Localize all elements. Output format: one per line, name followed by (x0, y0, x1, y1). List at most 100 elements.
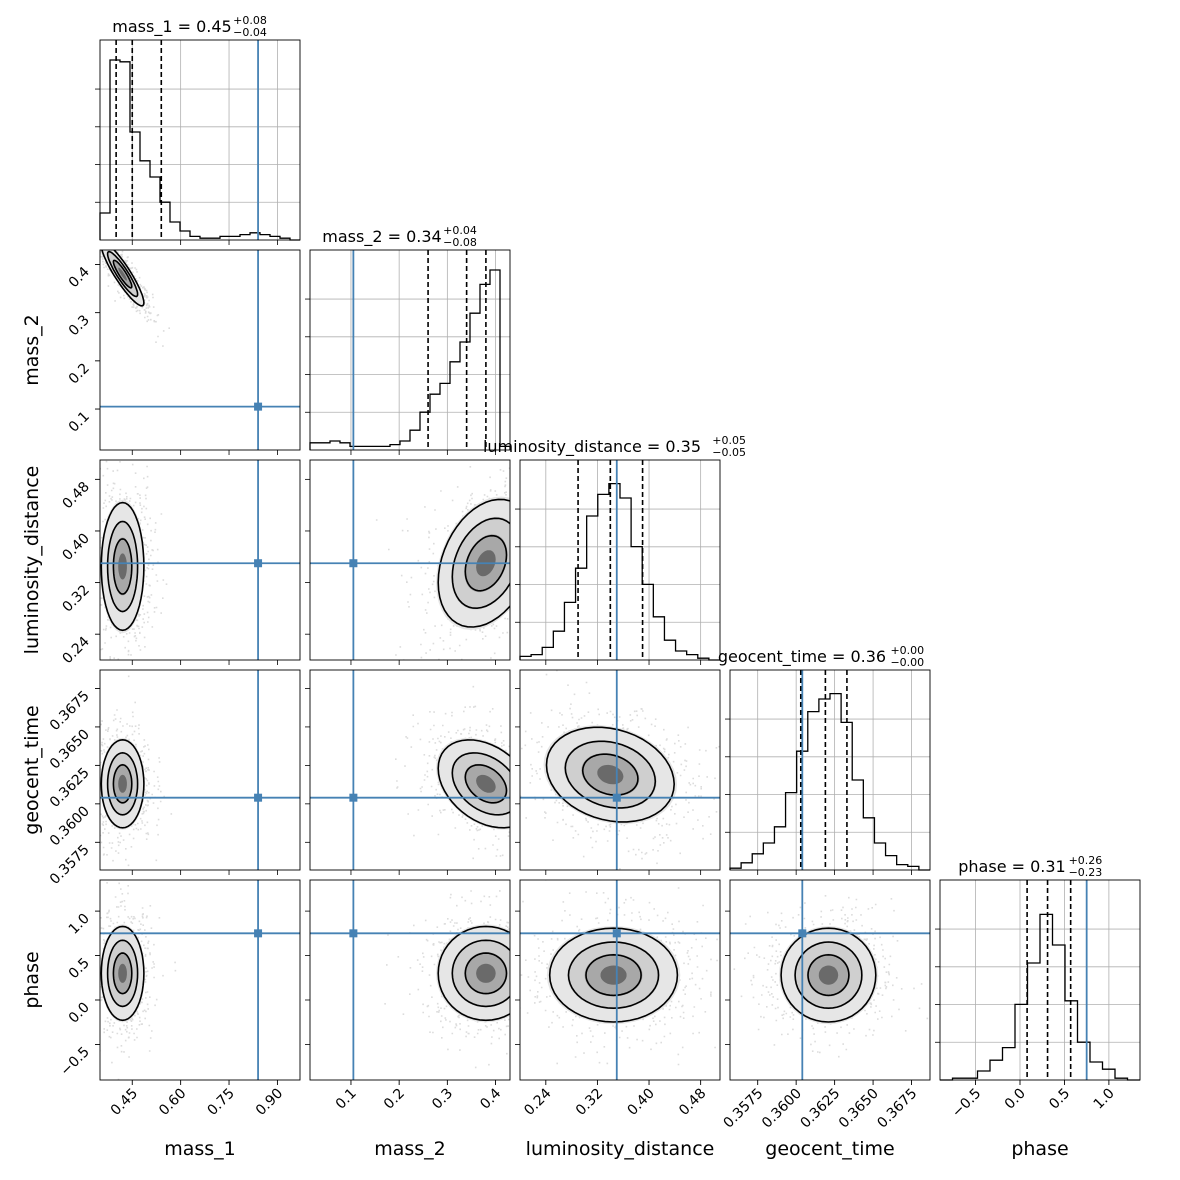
hist-step-mass_2 (309, 269, 511, 450)
hist-title-text: luminosity_distance = 0.35 (483, 437, 701, 457)
panel-frame (729, 879, 931, 1081)
truth-marker (349, 929, 358, 938)
contour-line (106, 520, 139, 613)
ytick-label: 0.48 (59, 479, 92, 512)
contour-line (780, 927, 877, 1023)
contour-line (794, 941, 863, 1010)
panel-mass_2-luminosity_distance (309, 459, 511, 661)
xaxis-mass_2: 0.1 0.2 0.3 0.4 mass_2 (333, 1080, 504, 1160)
density-fill (818, 965, 839, 985)
xtick-label: 0.45 (108, 1086, 141, 1119)
panel-content (520, 880, 720, 1080)
inner-ticks (515, 688, 520, 843)
panel-frame (519, 669, 721, 871)
hist-title-err-minus: −0.00 (890, 656, 924, 669)
xtick-label: −0.5 (949, 1086, 984, 1121)
xtick-label: 0.3675 (874, 1086, 920, 1132)
contour-line (106, 250, 139, 298)
xaxis-mass_1: 0.45 0.60 0.75 0.90 mass_1 (108, 1080, 286, 1160)
density-fill (118, 553, 127, 580)
panel-frame (99, 879, 301, 1081)
inner-ticks (305, 910, 310, 1045)
xtick-label: 0.3650 (836, 1086, 882, 1132)
xtick-label: 0.0 (1002, 1086, 1029, 1113)
contour-line (100, 738, 145, 829)
hist-title-luminosity_distance: luminosity_distance = 0.35 +0.05−0.05 (483, 434, 746, 459)
ytick-label: 0.3675 (47, 688, 93, 734)
panel-luminosity_distance-geocent_time (519, 669, 721, 871)
panel-mass_1-phase (99, 879, 301, 1081)
panel-frame (519, 879, 721, 1081)
panel-frame (99, 669, 301, 871)
hist-title-err-minus: −0.23 (1069, 866, 1103, 879)
contour-line (581, 753, 639, 796)
truth-marker (254, 929, 263, 938)
truth-marker (349, 793, 358, 802)
contour-line (451, 517, 510, 610)
truth-marker (349, 559, 358, 568)
yaxis-label-mass_2: mass_2 (21, 314, 43, 386)
hist-panel-phase: phase = 0.31 +0.26−0.23 (935, 854, 1141, 1081)
panel-content (100, 880, 300, 1080)
panel-frame (99, 459, 301, 661)
truth-marker (612, 793, 621, 802)
hist-bg (730, 670, 930, 870)
hist-bg (100, 40, 300, 240)
hist-title-err-plus: +0.04 (443, 224, 477, 237)
xtick-label: 0.1 (333, 1086, 360, 1113)
panel-mass_2-geocent_time (309, 669, 511, 871)
yaxis-label-phase: phase (21, 951, 43, 1008)
contour-line (106, 939, 139, 1008)
xtick-label: 0.48 (676, 1086, 709, 1119)
inner-ticks (515, 910, 520, 1045)
panel-frame (309, 669, 511, 871)
ytick-label: 0.3575 (47, 842, 93, 888)
truth-marker (798, 929, 807, 938)
inner-xticks (350, 870, 496, 875)
xtick-label: 0.24 (521, 1085, 554, 1118)
hist-step-phase (940, 913, 1140, 1081)
hist-frame (519, 459, 721, 661)
hist-title-phase: phase = 0.31 +0.26−0.23 (958, 854, 1102, 879)
contour-line (464, 952, 508, 995)
hist-title-err-plus: +0.05 (712, 434, 746, 447)
hist-step-geocent_time (729, 692, 930, 871)
xtick-label: 0.40 (625, 1086, 658, 1119)
hist-title-text: mass_1 = 0.45 (112, 17, 231, 37)
ytick-label: 0.24 (59, 634, 92, 667)
panel-mass_1-luminosity_distance (99, 459, 301, 661)
panel-content (310, 460, 510, 660)
xaxis-label-luminosity_distance: luminosity_distance (526, 1138, 715, 1160)
inner-ticks (305, 688, 310, 843)
ytick-label: −0.5 (57, 1044, 92, 1079)
ytick-label: 0.32 (59, 582, 92, 615)
panel-content (100, 670, 300, 870)
hist-title-geocent_time: geocent_time = 0.36 +0.00−0.00 (718, 644, 924, 669)
inner-xticks (545, 870, 702, 875)
panel-frame (309, 879, 511, 1081)
panel-content (310, 880, 510, 1080)
hist-frame (939, 879, 1141, 1081)
ytick-label: 0.3 (66, 312, 93, 339)
hist-panel-luminosity_distance: luminosity_distance = 0.35 +0.05−0.05 (483, 434, 746, 661)
contour-line (112, 952, 133, 995)
inner-xticks (757, 870, 912, 875)
contour-line (451, 752, 510, 816)
contour-line (564, 740, 657, 809)
xtick-label: 0.60 (156, 1086, 189, 1119)
ytick-label: 0.0 (66, 1000, 93, 1027)
hist-panel-geocent_time: geocent_time = 0.36 +0.00−0.00 (718, 644, 931, 871)
hist-title-text: phase = 0.31 (958, 857, 1065, 876)
panel-mass_2-phase (309, 879, 511, 1081)
hist-title-mass_2: mass_2 = 0.34 +0.04−0.08 (322, 224, 477, 249)
panel-mass_1-geocent_time (99, 669, 301, 871)
hist-panel-mass_1: mass_1 = 0.45 +0.08−0.04 (95, 14, 301, 241)
ytick-label: 0.2 (66, 360, 93, 387)
density-fill (600, 965, 627, 985)
panel-content (730, 880, 930, 1080)
xtick-label: 0.32 (573, 1086, 606, 1119)
contour-line (101, 250, 145, 307)
contour-line (807, 953, 850, 997)
panel-content (520, 670, 720, 870)
xtick-label: 0.5 (1046, 1086, 1073, 1113)
